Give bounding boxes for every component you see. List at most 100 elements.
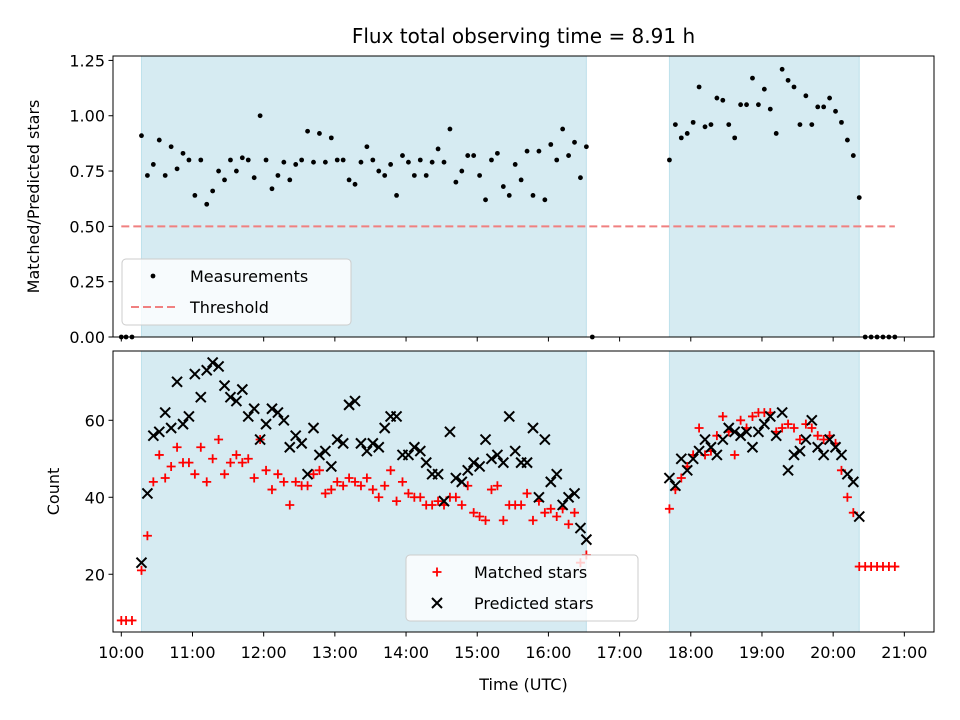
bottom-series-1-point-65-mark [521,456,533,469]
bottom-series-0-point-29 [291,477,301,487]
bottom-series-1-point-83 [705,441,717,453]
bottom-series-0-point-11 [184,458,194,468]
top-series-0-point-80 [667,157,672,163]
bottom-series-1-point-48-mark [420,456,432,469]
bottom-series-0-point-20 [237,458,247,468]
bottom-series-0-point-34-mark [320,488,330,498]
bottom-series-0-point-47 [397,477,407,487]
top-series-0-point-28 [287,177,293,183]
bottom-series-1-point-63 [509,445,521,457]
bottom-series-0-point-14 [202,477,212,487]
bottom-series-0-point-20-mark [237,458,247,468]
bottom-series-1-point-20-mark [254,433,266,446]
top-series-0-point-62 [489,157,494,163]
top-series-0-point-109 [839,119,844,125]
bottom-series-1-point-25-mark [284,441,296,453]
bottom-series-0-point-50-mark [415,492,425,502]
bottom-series-0-point-69-mark [528,515,538,525]
bottom-series-0-point-84 [694,423,704,433]
bottom-series-1-point-107-mark [847,476,860,488]
bottom-series-0-point-90 [730,450,740,460]
bottom-series-0 [116,408,900,625]
bottom-series-1-point-99 [800,433,812,446]
bottom-series-1-point-5-mark [165,422,177,434]
bottom-series-1-point-1-mark [141,487,154,500]
bottom-series-0-point-28-mark [285,500,295,510]
bottom-series-1-point-8 [183,410,195,423]
bottom-series-1-point-84 [711,449,723,461]
top-series-0-point-59 [471,153,477,158]
bottom-series-0-point-42-mark [368,485,378,495]
bottom-series-0-point-90-mark [730,450,740,460]
top-series-0-point-74 [560,126,566,132]
bottom-series-0-point-93-mark [747,411,757,421]
bottom-series-1-point-26 [290,429,302,442]
bottom-series-1-point-13-mark [212,360,225,373]
xtick-label-11: 21:00 [881,643,927,662]
top-series-0-point-68 [524,148,530,154]
bottom-series-1-point-52-mark [444,426,456,438]
bottom-series-1-point-90-mark [746,441,759,453]
bottom-series-1-point-29 [307,422,320,434]
top-series-0-point-12 [192,192,198,198]
bottom-series-1-point-15-mark [224,391,237,403]
bottom-series-1-point-101 [812,441,824,453]
bottom-series-0-point-91-mark [736,415,746,425]
bottom-series-0-point-60 [475,512,485,522]
bottom-series-0-point-16 [214,435,224,445]
top-series-0-point-89 [720,97,726,103]
top-series-0-point-52 [429,159,435,165]
bottom-series-1-point-96-mark [782,464,794,477]
bottom-series-1-point-33-mark [331,433,343,446]
bottom-series-0-point-64 [498,515,508,525]
bottom-series-1-point-40-mark [373,441,385,453]
top-series-0-point-86 [702,124,708,130]
bottom-series-1-point-97-mark [788,449,800,461]
bottom-series-0-point-15-mark [208,454,218,464]
bottom-series-1-point-75-mark [580,533,593,546]
bottom-series-1-point-106-mark [841,468,854,480]
bottom-series-0-point-22 [249,473,259,483]
bottom-series-0-point-61 [481,515,491,525]
xtick-label-1: 11:00 [169,643,215,662]
bottom-series-0-point-88 [718,411,728,421]
bottom-series-0-point-81-mark [676,473,686,483]
bottom-series-0-point-41-mark [362,473,372,483]
bottom-series-1-point-45 [402,449,415,461]
bottom-series-0-point-11-mark [184,458,194,468]
bottom-series-1-point-62 [503,410,515,423]
bottom-series-1-point-92-mark [758,418,771,430]
top-series-0-point-51 [423,173,429,178]
top-series-0-point-100 [785,77,791,83]
bottom-series-1-point-65 [521,456,533,469]
bottom-series-1-point-19-mark [248,403,260,415]
top-series-0-point-10 [180,150,186,156]
xtick-label-5: 15:00 [454,643,500,662]
bottom-series-1-point-76-mark [663,472,676,484]
bottom-series-1-point-1 [141,487,154,500]
bottom-series-1-point-94 [770,429,782,442]
bottom-series-1-point-32-mark [325,460,338,473]
top-series-0-point-4 [145,173,150,178]
bottom-series-0-point-63-mark [492,481,502,491]
bottom-series-0-point-40-mark [356,481,366,491]
bottom-series-1-point-41 [378,422,391,434]
bottom-series-1-point-100-mark [806,414,818,426]
bottom-series-0-point-3 [136,565,146,575]
bottom-series-0-point-56 [451,492,461,502]
top-series-0-point-13 [198,157,204,163]
top-series-0-point-5 [150,162,156,167]
top-axes-frame [112,55,935,338]
bottom-series-0-point-67 [516,500,526,510]
top-series-0-point-69 [530,192,536,198]
bottom-series-1-point-72-mark [562,491,575,503]
bottom-series-0-point-91 [736,415,746,425]
bottom-series-1-point-5 [165,422,177,434]
bottom-series-1-point-84-mark [711,449,723,461]
top-ytick-label-2: 0.50 [69,217,105,236]
bottom-series-1-point-24-mark [278,414,290,426]
bottom-series-0-point-9 [172,442,182,452]
top-series-0-point-53 [435,146,441,152]
bottom-series-1-point-8-mark [183,410,195,423]
